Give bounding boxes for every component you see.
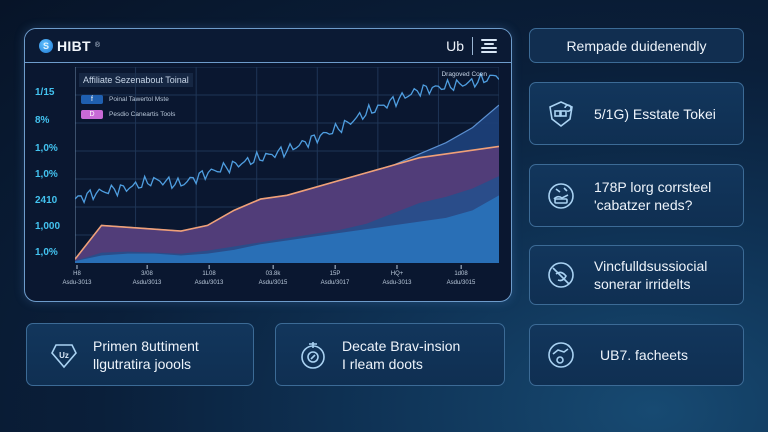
x-tick: 03.8k Asdu/3015 <box>259 265 287 288</box>
side-card-social[interactable]: Vincfulldsussiocial sonerar irridelts <box>529 245 744 305</box>
card-line: sonerar irridelts <box>594 276 691 292</box>
robot-arm-icon <box>546 340 576 370</box>
x-tick: 1L08 Asdu/3013 <box>195 265 223 288</box>
brand-name: HIBT <box>57 37 91 54</box>
y-tick-label: 1/15 <box>35 87 55 98</box>
bottom-card-facheets[interactable]: UB7. facheets <box>529 324 744 386</box>
svg-text:Uz: Uz <box>59 351 69 360</box>
y-axis: 1/15 8% 1,0% 1,0% 2410 1,000 1,0% <box>25 65 73 295</box>
card-line: 'cabatzer neds? <box>594 196 693 213</box>
legend-item[interactable]: D Pesdio Caneartis Tools <box>81 110 175 119</box>
x-tick: 1d08 Asdu/3015 <box>447 265 475 288</box>
card-line: Primen 8uttiment <box>93 337 199 354</box>
card-line: I rleam doots <box>342 355 423 372</box>
legend-item[interactable]: f Poinal Tawertol Mste <box>81 95 175 104</box>
legend-label: Poinal Tawertol Mste <box>109 96 169 103</box>
y-tick-label: 1,0% <box>35 169 58 180</box>
header-divider <box>472 36 473 55</box>
x-tick: HQ+ Asdu-3013 <box>382 265 412 288</box>
chart-legend: f Poinal Tawertol Mste D Pesdio Canearti… <box>81 95 175 125</box>
card-line: llgutratira joools <box>93 355 192 372</box>
target-timer-icon <box>298 340 328 370</box>
side-card-estate-token[interactable]: 5/1G) Esstate Tokei <box>529 82 744 145</box>
y-tick-label: 2410 <box>35 195 58 206</box>
hand-coin-icon <box>546 181 576 211</box>
registered-mark: ® <box>94 42 101 49</box>
series-tag: Dragoved Coen <box>441 71 487 78</box>
card-label: UB7. facheets <box>600 347 688 363</box>
chart-panel: S HIBT ® Ub 1/15 8% 1,0% 1,0% 2410 1,000… <box>24 28 512 302</box>
header-actions: Ub <box>446 36 497 55</box>
card-text-block: Primen 8uttiment llgutratira joools <box>93 337 199 373</box>
badge-uz-icon: Uz <box>49 340 79 370</box>
menu-icon[interactable] <box>481 38 497 53</box>
chart-body: 1/15 8% 1,0% 1,0% 2410 1,000 1,0% Affili… <box>25 65 511 301</box>
y-tick-label: 1,0% <box>35 247 58 258</box>
x-axis: H8 Asdu-3013 3/08 Asdu/3013 1L08 Asdu/3013 … <box>62 265 499 297</box>
no-tool-icon <box>546 260 576 290</box>
x-tick: 15P Asdu/3017 <box>321 265 349 288</box>
card-line: Vincfulldsussiocial <box>594 258 708 274</box>
area-chart <box>75 67 499 263</box>
card-line: Decate Brav-insion <box>342 337 461 354</box>
bottom-card-sentiment[interactable]: Uz Primen 8uttiment llgutratira joools <box>26 323 254 386</box>
y-tick-label: 8% <box>35 115 50 126</box>
y-tick-label: 1,000 <box>35 221 61 232</box>
brand-logo-icon: S <box>39 38 53 53</box>
card-text-block: Vincfulldsussiocial sonerar irridelts <box>594 257 707 293</box>
side-card-corrsteel[interactable]: 178P lorg corrsteel 'cabatzer neds? <box>529 164 744 227</box>
x-tick: H8 Asdu-3013 <box>62 265 92 288</box>
top-action-button[interactable]: Rempade duidenendly <box>529 28 744 63</box>
header-user-label[interactable]: Ub <box>446 37 464 54</box>
panel-header: S HIBT ® Ub <box>25 29 511 63</box>
bottom-card-brav-insion[interactable]: Decate Brav-insion I rleam doots <box>275 323 505 386</box>
facebook-icon: f <box>81 95 103 104</box>
card-text-block: 178P lorg corrsteel 'cabatzer neds? <box>594 178 711 214</box>
card-text-block: Decate Brav-insion I rleam doots <box>342 337 460 373</box>
x-tick: 3/08 Asdu/3013 <box>133 265 161 288</box>
legend-label: Pesdio Caneartis Tools <box>109 111 176 118</box>
plot-area: Affiliate Sezenabout Toinal f Poinal Taw… <box>75 67 499 263</box>
chart-title: Affiliate Sezenabout Toinal <box>79 73 193 87</box>
y-tick-label: 1,0% <box>35 143 58 154</box>
shield-icon <box>546 99 576 129</box>
brand[interactable]: S HIBT ® <box>39 38 100 54</box>
card-label: 5/1G) Esstate Tokei <box>594 105 716 122</box>
card-line: 178P lorg corrsteel <box>594 178 712 195</box>
pinterest-icon: D <box>81 110 103 119</box>
